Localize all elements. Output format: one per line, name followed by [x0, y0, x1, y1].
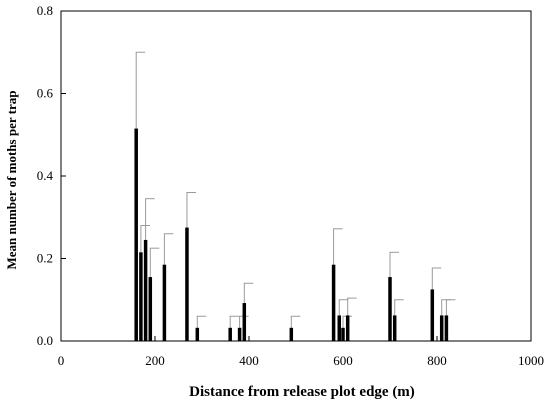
bar	[444, 315, 449, 341]
x-tick-label: 0	[58, 353, 65, 368]
y-tick-label: 0.4	[37, 168, 54, 183]
plot-area	[60, 10, 532, 342]
y-tick-label: 0.2	[37, 251, 53, 266]
y-tick-label: 0.8	[37, 3, 53, 18]
y-axis-title: Mean number of moths per trap	[4, 91, 19, 270]
bar	[143, 239, 148, 341]
x-tick-label: 800	[427, 353, 447, 368]
plot-border	[60, 10, 532, 342]
bar	[195, 327, 200, 341]
bar	[439, 315, 444, 341]
bar	[162, 264, 167, 341]
x-tick-label: 1000	[518, 353, 544, 368]
bar	[388, 277, 392, 341]
bar	[134, 128, 138, 341]
bar	[289, 327, 294, 341]
x-axis-title: Distance from release plot edge (m)	[189, 384, 415, 400]
y-axis: 0.0 0.2 0.4 0.6 0.8	[37, 3, 66, 348]
bar	[331, 264, 336, 341]
x-tick-label: 600	[333, 353, 353, 368]
bar	[341, 327, 345, 341]
bar	[345, 315, 350, 341]
bar	[185, 227, 189, 341]
bar-series	[134, 51, 456, 341]
bar	[392, 315, 397, 341]
y-tick-label: 0.6	[37, 86, 54, 101]
y-tick-label: 0.0	[37, 333, 53, 348]
bar	[337, 315, 341, 341]
bar	[237, 327, 242, 341]
bar	[228, 327, 232, 341]
x-tick-label: 400	[239, 353, 259, 368]
bar	[148, 277, 153, 341]
bar	[242, 303, 247, 341]
bar	[430, 289, 435, 341]
bar	[139, 252, 143, 341]
x-tick-label: 200	[145, 353, 165, 368]
